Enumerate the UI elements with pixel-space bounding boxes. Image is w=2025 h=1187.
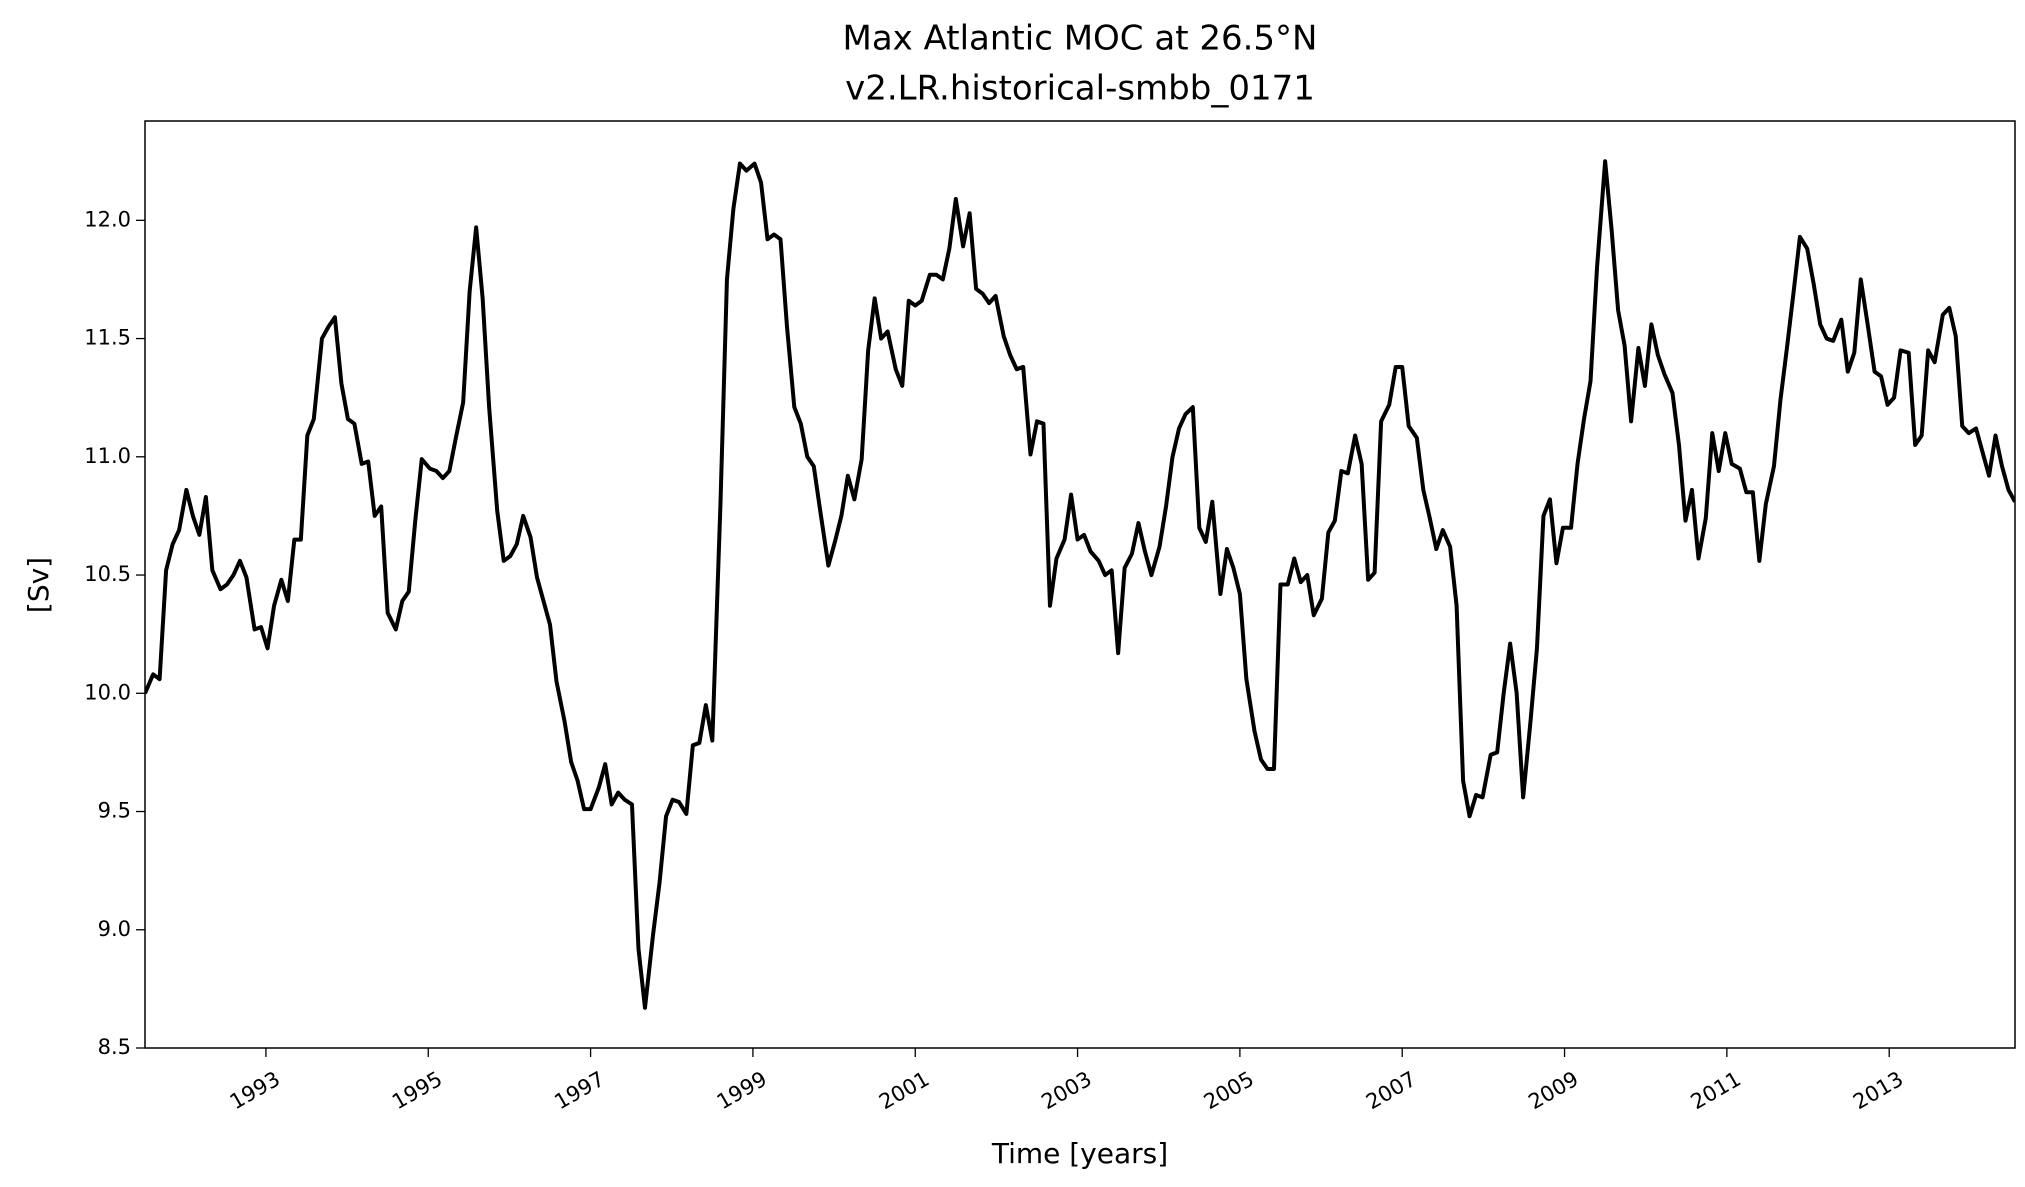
- y-tick-label: 10.5: [84, 562, 131, 586]
- x-tick-label: 1999: [713, 1067, 771, 1115]
- x-tick-label: 1995: [388, 1067, 446, 1115]
- x-tick-label: 2007: [1362, 1067, 1420, 1115]
- y-tick-label: 8.5: [98, 1035, 131, 1059]
- plot-frame: [144, 120, 2016, 1049]
- x-tick-label: 2013: [1849, 1067, 1907, 1115]
- x-tick-label: 2009: [1524, 1067, 1582, 1115]
- x-axis-label: Time [years]: [991, 1137, 1168, 1170]
- x-tick-label: 2005: [1200, 1067, 1258, 1115]
- x-tick-label: 1997: [550, 1067, 608, 1115]
- x-tick-label: 2001: [875, 1067, 933, 1115]
- y-axis-label: [Sv]: [22, 557, 55, 613]
- y-tick-label: 9.5: [98, 799, 131, 823]
- chart-subtitle: v2.LR.historical-smbb_0171: [845, 69, 1315, 109]
- y-tick-label: 11.0: [84, 444, 131, 468]
- y-tick-label: 9.0: [98, 917, 131, 941]
- x-tick-label: 1993: [226, 1067, 284, 1115]
- y-tick-label: 10.0: [84, 680, 131, 704]
- y-tick-label: 11.5: [84, 326, 131, 350]
- y-tick-label: 12.0: [84, 207, 131, 231]
- data-line: [145, 159, 2015, 1010]
- x-tick-label: 2003: [1037, 1067, 1095, 1115]
- chart-title: Max Atlantic MOC at 26.5°N: [843, 19, 1318, 59]
- x-tick-label: 2011: [1687, 1067, 1745, 1115]
